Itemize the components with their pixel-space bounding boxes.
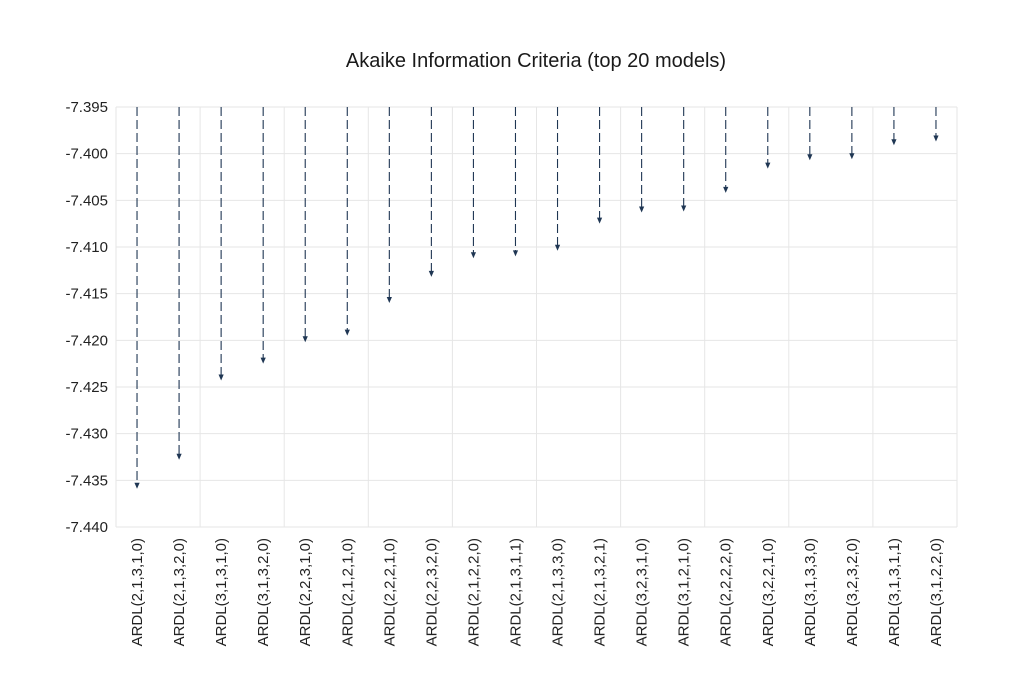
bars bbox=[134, 107, 939, 489]
x-tick-label: ARDL(2,1,3,1,0) bbox=[129, 538, 146, 646]
y-tick-label: -7.395 bbox=[65, 99, 108, 116]
bar-arrowhead bbox=[807, 154, 813, 161]
bar-arrowhead bbox=[386, 297, 392, 303]
bar-arrowhead bbox=[302, 336, 308, 343]
x-tick-label: ARDL(3,1,3,1,0) bbox=[213, 538, 230, 646]
bar-arrowhead bbox=[933, 135, 939, 142]
x-tick-label: ARDL(2,2,2,2,0) bbox=[718, 538, 735, 646]
x-axis-ticks: ARDL(2,1,3,1,0) ARDL(2,1,3,2,0) ARDL(3,1,3… bbox=[129, 538, 945, 646]
x-tick-label: ARDL(3,1,2,1,0) bbox=[676, 538, 693, 646]
bar-arrowhead bbox=[218, 374, 224, 381]
bar-arrowhead bbox=[134, 482, 140, 489]
y-tick-label: -7.410 bbox=[65, 239, 108, 256]
x-tick-label: ARDL(3,1,3,3,0) bbox=[802, 538, 819, 646]
bar-arrowhead bbox=[176, 453, 182, 460]
bar-arrowhead bbox=[681, 205, 687, 212]
y-axis-ticks: -7.395 -7.400 -7.405 -7.410 -7.415 -7.420 -7.4… bbox=[65, 99, 108, 536]
x-tick-label: ARDL(2,2,2,1,0) bbox=[381, 538, 398, 646]
x-tick-label: ARDL(2,2,3,2,0) bbox=[423, 538, 440, 646]
x-tick-label: ARDL(3,1,3,1,1) bbox=[886, 538, 903, 646]
bar-arrowhead bbox=[596, 217, 603, 224]
bar-arrowhead bbox=[512, 250, 519, 257]
bar-arrowhead bbox=[723, 186, 729, 193]
y-tick-label: -7.400 bbox=[65, 146, 108, 163]
y-tick-label: -7.415 bbox=[65, 286, 108, 303]
bar-arrowhead bbox=[428, 270, 434, 277]
grid bbox=[115, 106, 958, 528]
y-tick-label: -7.435 bbox=[65, 472, 108, 489]
bar-arrowhead bbox=[849, 153, 855, 160]
bar-arrowhead bbox=[554, 244, 561, 251]
x-tick-label: ARDL(3,2,3,1,0) bbox=[634, 538, 651, 646]
bar-arrowhead bbox=[260, 357, 266, 364]
x-tick-label: ARDL(2,1,3,2,1) bbox=[592, 538, 609, 646]
bar-arrowhead bbox=[344, 329, 350, 336]
x-tick-label: ARDL(2,1,2,1,0) bbox=[339, 538, 356, 646]
x-tick-label: ARDL(2,2,3,1,0) bbox=[297, 538, 314, 646]
x-tick-label: ARDL(2,1,3,2,0) bbox=[171, 538, 188, 646]
bar-arrowhead bbox=[765, 162, 771, 169]
y-tick-label: -7.430 bbox=[65, 426, 108, 443]
chart-title: Akaike Information Criteria (top 20 mode… bbox=[346, 50, 726, 72]
x-tick-label: ARDL(3,2,3,2,0) bbox=[844, 538, 861, 646]
x-tick-label: ARDL(2,1,2,2,0) bbox=[465, 538, 482, 646]
x-tick-label: ARDL(3,1,2,2,0) bbox=[928, 538, 945, 646]
x-tick-label: ARDL(2,1,3,3,0) bbox=[550, 538, 567, 646]
x-tick-label: ARDL(3,1,3,2,0) bbox=[255, 538, 272, 646]
y-tick-label: -7.420 bbox=[65, 332, 108, 349]
bar-arrowhead bbox=[639, 206, 645, 213]
bar-arrowhead bbox=[470, 252, 477, 259]
x-tick-label: ARDL(2,1,3,1,1) bbox=[507, 538, 524, 646]
y-tick-label: -7.440 bbox=[65, 519, 108, 536]
y-tick-label: -7.425 bbox=[65, 379, 108, 396]
bar-arrowhead bbox=[891, 139, 897, 146]
y-tick-label: -7.405 bbox=[65, 192, 108, 209]
x-tick-label: ARDL(3,2,2,1,0) bbox=[760, 538, 777, 646]
